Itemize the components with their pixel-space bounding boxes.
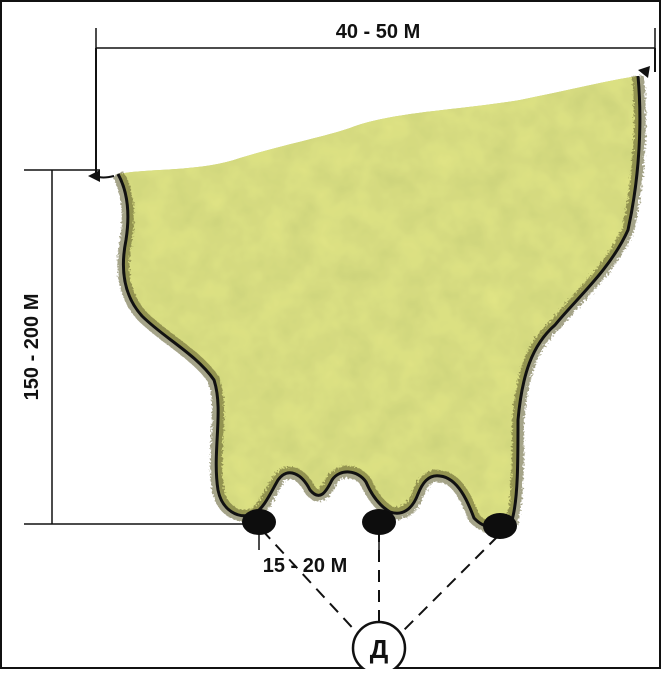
marker-icon: [242, 509, 276, 535]
dash-line-right: [397, 535, 499, 637]
center-point: [351, 620, 407, 674]
outline-curve: [116, 75, 642, 529]
spacing-label: 15 - 20 М: [263, 555, 347, 577]
center-label: Д: [370, 634, 389, 664]
width-label: 40 - 50 М: [336, 21, 420, 43]
spacing-label-bg: [248, 552, 366, 578]
left-arrow-icon: [88, 170, 100, 182]
dash-line-left: [261, 529, 361, 637]
vegetation-texture: [118, 76, 640, 528]
right-arrow-icon: [638, 66, 650, 78]
marker-icon: [362, 509, 396, 535]
marker-icon: [483, 513, 517, 539]
height-label: 150 - 200 М: [21, 294, 43, 401]
